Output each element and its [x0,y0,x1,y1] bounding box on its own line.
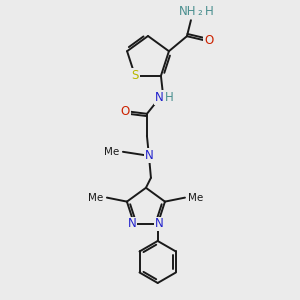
Text: H: H [205,5,213,18]
Text: N: N [155,218,164,230]
Text: Me: Me [104,147,120,157]
Text: S: S [131,69,139,82]
Text: Me: Me [88,193,103,202]
Text: Me: Me [188,193,204,202]
Text: O: O [204,34,214,47]
Text: H: H [165,91,173,104]
Text: ₂: ₂ [197,5,202,18]
Text: N: N [145,149,153,162]
Text: O: O [120,105,130,118]
Text: N: N [154,91,163,104]
Text: NH: NH [179,5,197,18]
Text: N: N [128,218,136,230]
